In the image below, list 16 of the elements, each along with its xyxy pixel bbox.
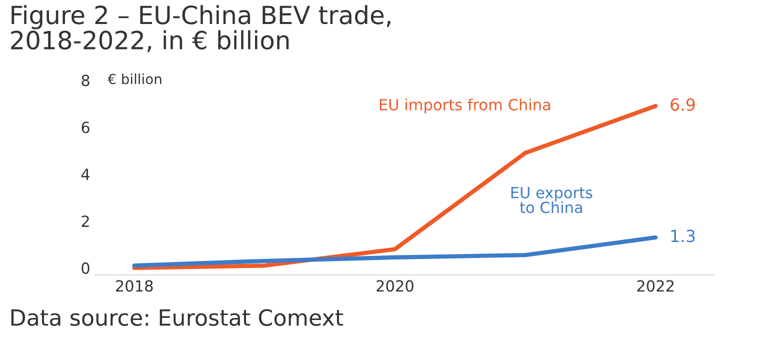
x-tick-label: 2020	[376, 280, 414, 292]
chart-title: Figure 2 – EU-China BEV trade, 2018-2022, in € billion	[11, 5, 390, 52]
data-label: 6.9	[670, 98, 695, 111]
y-tick-label: 0	[82, 262, 90, 274]
text: EU exports to China	[511, 187, 592, 214]
source-note: Data source: Eurostat Comext	[11, 309, 344, 326]
series-label: EU imports from China	[380, 98, 550, 114]
y-tick-label: 8	[82, 74, 90, 86]
y-tick-label: 2	[82, 215, 89, 227]
x-tick-label: 2022	[637, 280, 674, 292]
data-label: 1.3	[671, 230, 695, 242]
x-tick-label: 2018	[116, 280, 153, 292]
y-tick-label: 4	[81, 168, 90, 180]
y-tick-label: 6	[82, 122, 90, 134]
y-axis-title: € billion	[108, 73, 162, 84]
line-series	[132, 235, 658, 268]
